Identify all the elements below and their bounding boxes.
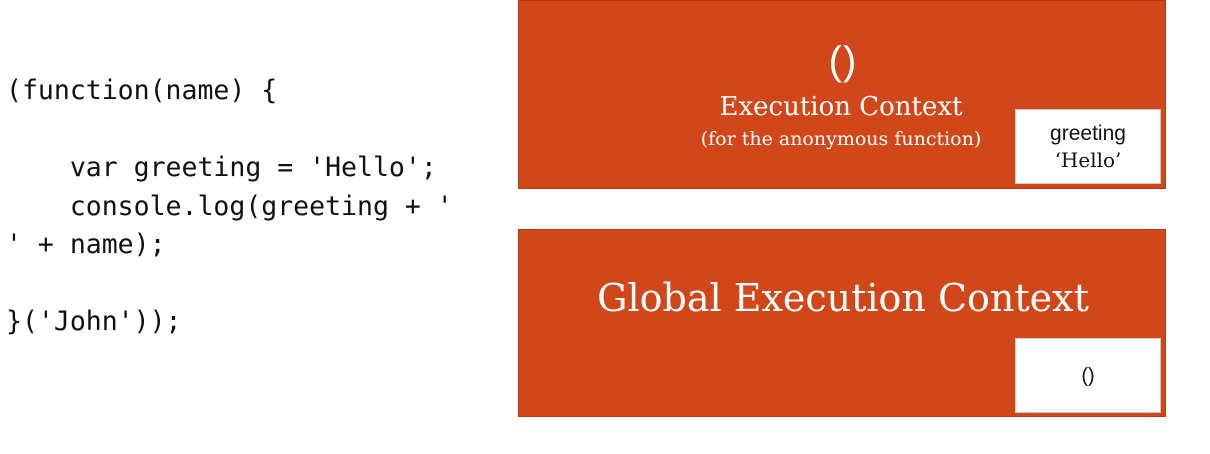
function-execution-context: () Execution Context (for the anonymous … [518, 0, 1166, 189]
function-invocation-symbol: () [828, 39, 858, 83]
code-listing: (function(name) { var greeting = 'Hello'… [6, 72, 516, 342]
code-line-4: console.log(greeting + ' [6, 190, 453, 222]
global-context-title: Global Execution Context [597, 276, 1089, 320]
code-line-1: (function(name) { [6, 75, 278, 106]
code-line-7: }('John')); [6, 306, 182, 337]
global-entry-box: () [1015, 338, 1161, 413]
global-execution-context: Global Execution Context () [518, 229, 1166, 417]
code-line-3: var greeting = 'Hello'; [6, 152, 437, 183]
function-context-subtitle: (for the anonymous function) [700, 128, 982, 150]
variable-value: ‘Hello’ [1054, 148, 1122, 172]
global-entry-symbol: () [1081, 365, 1095, 387]
code-line-5: ' + name); [6, 229, 166, 260]
code-line-6 [6, 265, 516, 304]
variable-name: greeting [1050, 122, 1126, 145]
function-context-title: Execution Context [719, 92, 963, 122]
variable-environment-box: greeting ‘Hello’ [1015, 109, 1161, 184]
code-line-2 [6, 111, 516, 150]
